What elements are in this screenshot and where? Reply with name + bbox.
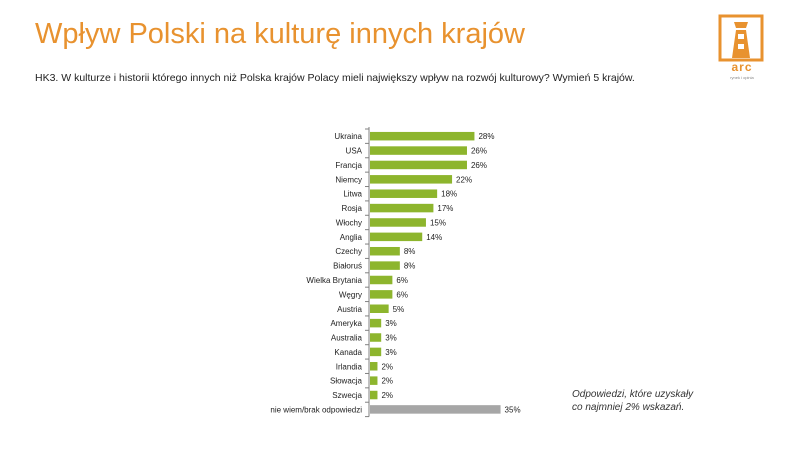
bar xyxy=(370,275,393,285)
value-label: 5% xyxy=(393,305,405,314)
value-label: 26% xyxy=(471,161,487,170)
category-label: Niemcy xyxy=(335,175,362,184)
category-label: Ameryka xyxy=(330,319,362,328)
value-label: 2% xyxy=(381,362,393,371)
bar xyxy=(370,175,453,184)
category-label: Francja xyxy=(335,161,362,170)
category-label: Ukraina xyxy=(334,132,362,141)
footnote-line-1: Odpowiedzi, które uzyskały xyxy=(572,389,694,400)
chart-footnote: Odpowiedzi, które uzyskały co najmniej 2… xyxy=(572,388,693,414)
value-label: 15% xyxy=(430,218,446,227)
category-label: Austria xyxy=(337,305,362,314)
category-label: Anglia xyxy=(340,233,363,242)
page-title: Wpływ Polski na kulturę innych krajów xyxy=(35,18,525,50)
value-label: 3% xyxy=(385,348,397,357)
bar xyxy=(370,347,382,357)
bar xyxy=(370,131,475,141)
value-label: 26% xyxy=(471,147,487,156)
category-label: Kanada xyxy=(334,348,362,357)
survey-question: HK3. W kulturze i historii którego innyc… xyxy=(35,72,635,84)
bar xyxy=(370,304,389,313)
category-label: USA xyxy=(346,147,363,156)
value-label: 6% xyxy=(396,290,408,299)
category-label: Białoruś xyxy=(333,262,362,271)
category-label: Rosja xyxy=(342,204,363,213)
bar xyxy=(370,160,467,170)
category-label: Włochy xyxy=(336,218,362,227)
value-label: 22% xyxy=(456,175,472,184)
bar xyxy=(370,333,382,342)
category-label: Litwa xyxy=(343,190,362,199)
category-label: Czechy xyxy=(335,247,362,256)
category-label: Węgry xyxy=(339,290,362,299)
value-label: 8% xyxy=(404,262,416,271)
lighthouse-icon xyxy=(718,14,764,62)
value-label: 14% xyxy=(426,233,442,242)
category-label: Australia xyxy=(331,334,363,343)
value-label: 2% xyxy=(381,391,393,400)
bar xyxy=(370,376,378,385)
bar xyxy=(370,189,438,198)
bar xyxy=(370,290,393,299)
bar xyxy=(370,362,378,371)
value-label: 18% xyxy=(441,190,457,199)
logo-tagline: rynek i opinia xyxy=(730,75,754,80)
category-label: Szwecja xyxy=(332,391,362,400)
value-label: 35% xyxy=(505,405,521,414)
category-label: Irlandia xyxy=(336,362,363,371)
bar xyxy=(370,203,434,213)
value-label: 28% xyxy=(478,132,494,141)
category-label: Wielka Brytania xyxy=(306,276,362,285)
bar xyxy=(370,261,400,270)
category-label: Słowacja xyxy=(330,377,363,386)
bar xyxy=(370,146,467,155)
value-label: 17% xyxy=(437,204,453,213)
bar xyxy=(370,218,426,227)
value-label: 3% xyxy=(385,319,397,328)
bar xyxy=(370,390,378,400)
logo-wordmark: arc xyxy=(731,60,753,74)
bar xyxy=(370,405,501,414)
value-label: 8% xyxy=(404,247,416,256)
footnote-line-2: co najmniej 2% wskazań. xyxy=(572,402,685,413)
bar xyxy=(370,232,423,242)
value-label: 6% xyxy=(396,276,408,285)
bar xyxy=(370,318,382,328)
value-label: 2% xyxy=(381,377,393,386)
value-label: 3% xyxy=(385,334,397,343)
bar xyxy=(370,246,400,256)
category-label: nie wiem/brak odpowiedzi xyxy=(270,405,362,414)
